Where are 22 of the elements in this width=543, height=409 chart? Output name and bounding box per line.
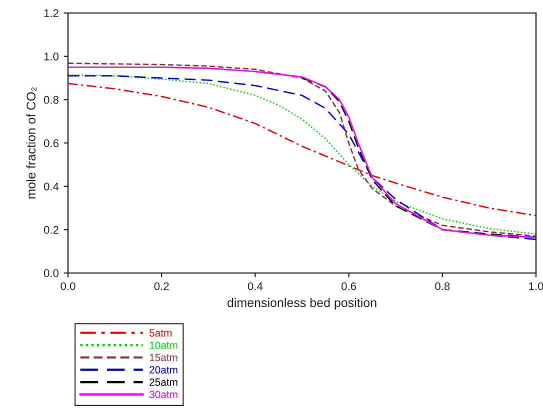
x-tick-label: 0.8 [435, 282, 450, 290]
y-tick-label: 0.6 [44, 139, 58, 148]
text: 15atm [150, 354, 178, 362]
y-tick-label: 0.8 [44, 96, 58, 104]
y-tick-label: 0.4 [44, 182, 59, 190]
text: 30atm [149, 390, 178, 398]
text: 10atm [150, 342, 178, 349]
x-tick-label: 0.4 [248, 282, 263, 290]
text: 25atm [150, 378, 178, 386]
y-tick-label: 0.0 [44, 269, 59, 278]
text: 5atm [149, 329, 172, 337]
y-tick-label: 1.0 [44, 52, 59, 60]
x-tick-label: 0.0 [60, 282, 76, 290]
y-tick-label: 0.2 [44, 226, 58, 234]
line-series [68, 82, 536, 216]
x-tick-label: 1.0 [529, 282, 543, 290]
x-axis-title: dimensionless bed position [227, 298, 376, 310]
x-tick-label: 0.6 [342, 282, 356, 290]
y-axis-title: mole fraction of CO₂ [26, 87, 36, 198]
x-tick-label: 0.2 [154, 282, 169, 290]
text: 20atm [150, 366, 178, 374]
y-tick-label: 1.2 [44, 9, 58, 18]
